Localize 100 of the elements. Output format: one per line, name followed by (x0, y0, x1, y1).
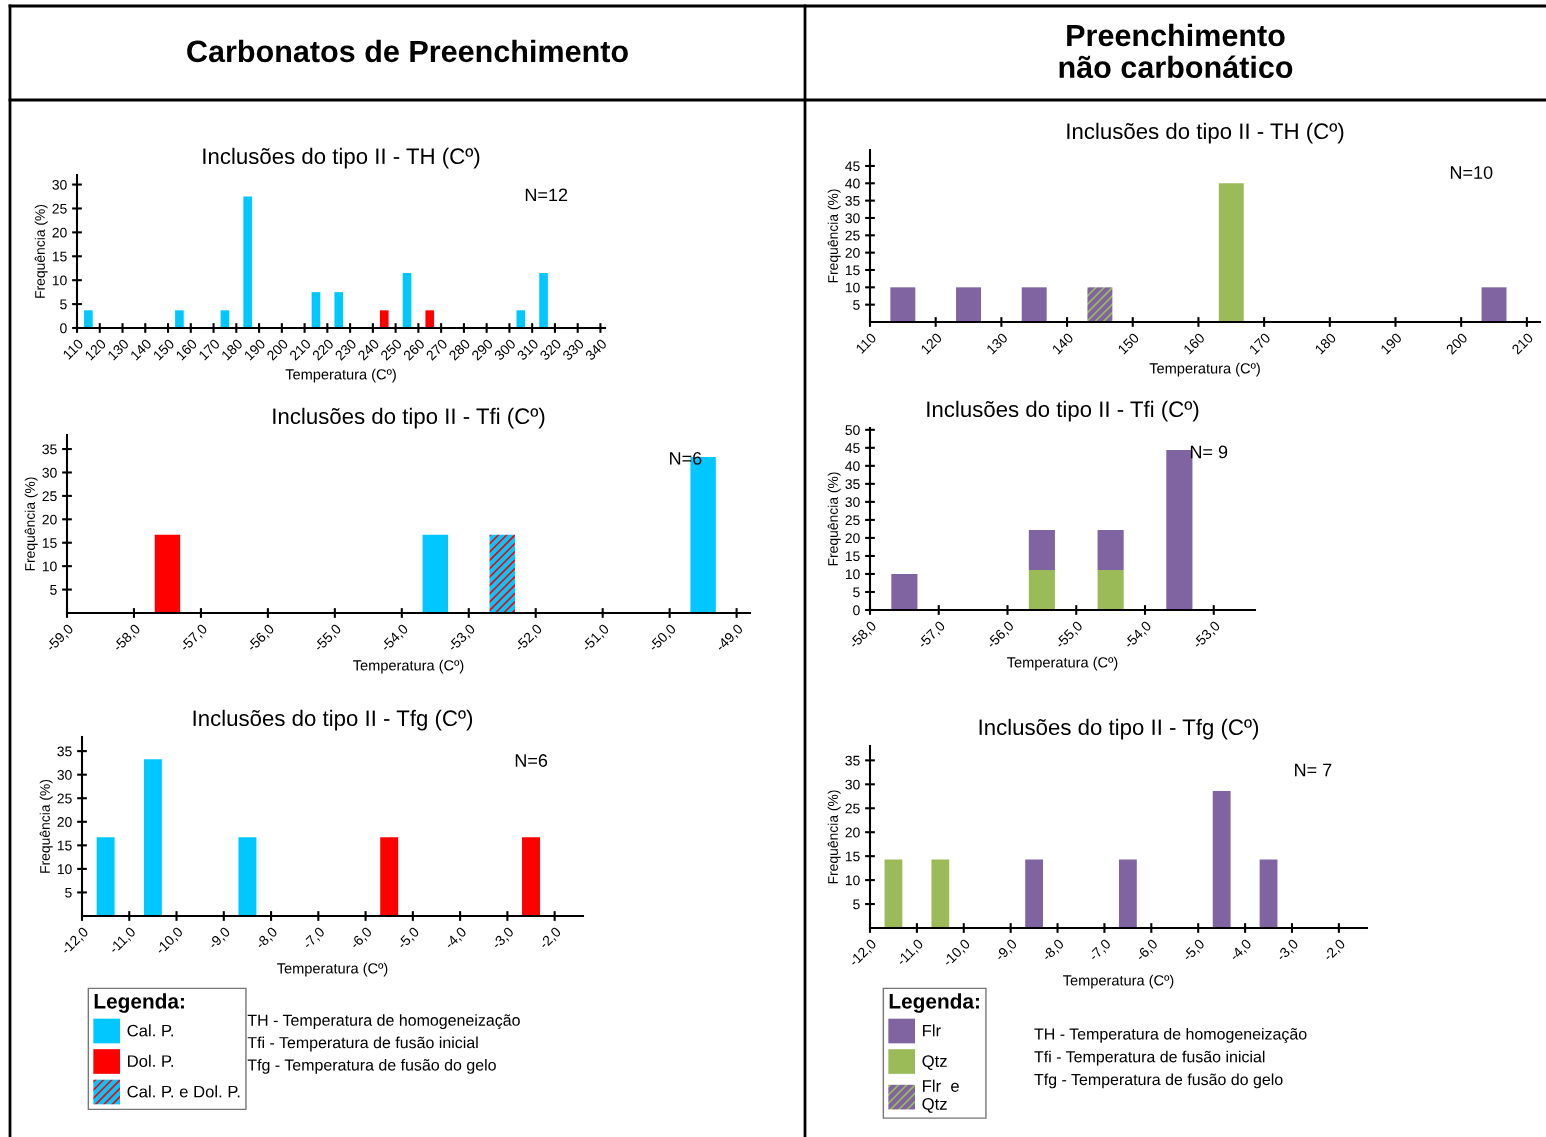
y-axis-title: Frequência (%) (39, 779, 53, 873)
bar (311, 292, 321, 328)
text: TH - Temperatura de homogeneização (247, 1014, 520, 1030)
y-axis-title: Frequência (%) (827, 189, 841, 283)
y-tick-label: 0 (853, 605, 860, 616)
x-tick-label: 330 (561, 338, 585, 361)
bar (1097, 570, 1124, 610)
legend-label: Flr (923, 1024, 941, 1037)
x-tick-label: 280 (448, 338, 471, 361)
chart-subtitle: Preenchimento não carbonático (1059, 23, 1293, 79)
y-tick-label: 50 (845, 425, 860, 435)
y-tick-label: 40 (845, 461, 860, 472)
x-tick-label: 110 (62, 338, 84, 360)
x-tick-label: 120 (84, 338, 107, 361)
x-tick-label: 180 (1314, 332, 1337, 355)
chart-title: Inclusões do tipo II - Tfg (Cº) (193, 709, 473, 731)
bar (334, 292, 344, 328)
bar (1028, 529, 1055, 570)
chart-title: Inclusões do tipo II - Tfg (Cº) (979, 718, 1259, 740)
legend-label: Cal. P. (127, 1024, 174, 1037)
y-tick-label: 25 (57, 793, 72, 804)
y-tick-label: 5 (60, 299, 67, 310)
x-axis-title: Temperatura (Cº) (353, 659, 464, 674)
x-axis-title: Temperatura (Cº) (277, 962, 388, 977)
x-tick-label: 290 (471, 338, 494, 361)
x-tick-label: 190 (243, 338, 266, 361)
chart-title: Inclusões do tipo II - Tfi (Cº) (927, 400, 1199, 422)
legend-label: Cal. P. e Dol. P. (127, 1085, 240, 1098)
x-tick-label: 160 (1183, 332, 1206, 355)
x-tick-label: -3,0 (1275, 938, 1300, 963)
bar (891, 573, 918, 610)
x-tick-label: -4,0 (1228, 938, 1254, 963)
y-tick-label: 0 (60, 323, 67, 334)
y-tick-label: 30 (845, 779, 860, 790)
x-tick-label: 300 (493, 338, 517, 361)
x-tick-label: 190 (1380, 332, 1403, 355)
y-tick-label: 30 (57, 770, 72, 780)
x-tick-label: 340 (584, 338, 608, 361)
x-tick-label: 120 (920, 332, 943, 355)
x-tick-label: -5,0 (396, 926, 421, 951)
x-tick-label: 110 (855, 332, 877, 354)
bar (84, 310, 93, 328)
bar (402, 273, 412, 328)
y-tick-label: 15 (57, 840, 72, 851)
y-tick-label: 25 (845, 803, 860, 814)
x-tick-label: 200 (1445, 332, 1469, 355)
y-tick-label: 20 (845, 827, 860, 838)
x-tick-label: -6,0 (349, 926, 374, 951)
x-tick-label: 160 (175, 338, 198, 361)
chart-title: Inclusões do tipo II - TH (Cº) (203, 147, 480, 169)
x-tick-label: 270 (425, 338, 448, 361)
y-tick-label: 20 (52, 227, 67, 238)
x-tick-label: 250 (379, 338, 403, 361)
text: Tfg - Temperatura de fusão do gelo (247, 1058, 496, 1074)
bar (425, 310, 435, 328)
y-tick-label: 35 (845, 755, 860, 766)
x-tick-label: -3,0 (491, 926, 516, 951)
bar (379, 310, 389, 328)
x-tick-label: -7,0 (1088, 938, 1113, 963)
legend-label: Qtz (922, 1055, 947, 1070)
x-tick-label: 170 (198, 338, 221, 361)
annotation: N=6 (515, 754, 548, 767)
x-tick-label: 130 (986, 332, 1009, 355)
y-axis-title: Frequência (%) (34, 204, 48, 298)
x-tick-label: 220 (311, 338, 335, 361)
bar (175, 310, 184, 328)
x-tick-label: -7,0 (302, 926, 327, 951)
x-tick-label: -2,0 (1322, 938, 1347, 963)
bar (243, 196, 253, 328)
x-tick-label: 210 (288, 338, 312, 361)
chart-title: Inclusões do tipo II - TH (Cº) (1067, 122, 1344, 144)
y-tick-label: 5 (853, 899, 860, 910)
y-tick-label: 35 (845, 479, 860, 490)
y-tick-label: 10 (52, 275, 67, 286)
y-tick-label: 10 (42, 561, 57, 572)
y-tick-label: 15 (42, 538, 57, 548)
y-tick-label: 30 (845, 497, 860, 508)
y-tick-label: 5 (853, 587, 860, 598)
x-tick-label: 260 (402, 338, 426, 361)
bar (539, 273, 548, 328)
y-tick-label: 40 (845, 178, 860, 189)
y-tick-label: 20 (845, 247, 860, 258)
x-tick-label: 140 (1051, 332, 1074, 355)
y-tick-label: 25 (845, 230, 860, 241)
x-tick-label: -6,0 (1135, 938, 1160, 963)
x-tick-label: -9,0 (207, 926, 232, 951)
x-tick-label: 200 (266, 338, 289, 361)
y-tick-label: 30 (52, 179, 67, 190)
y-axis-title: Frequência (%) (24, 477, 38, 571)
x-tick-label: 180 (220, 338, 244, 361)
chart-title: Inclusões do tipo II - Tfi (Cº) (273, 407, 545, 429)
y-tick-label: 35 (845, 195, 860, 206)
y-tick-label: 25 (845, 515, 860, 526)
x-tick-label: -5,0 (1181, 938, 1207, 963)
chart-subtitle: Carbonatos de Preenchimento (187, 39, 628, 63)
y-tick-label: 5 (65, 887, 72, 898)
text: TH - Temperatura de homogeneização (1034, 1027, 1307, 1043)
annotation: N=10 (1450, 166, 1493, 179)
y-tick-label: 30 (845, 213, 860, 224)
annotation: N=6 (670, 451, 702, 465)
